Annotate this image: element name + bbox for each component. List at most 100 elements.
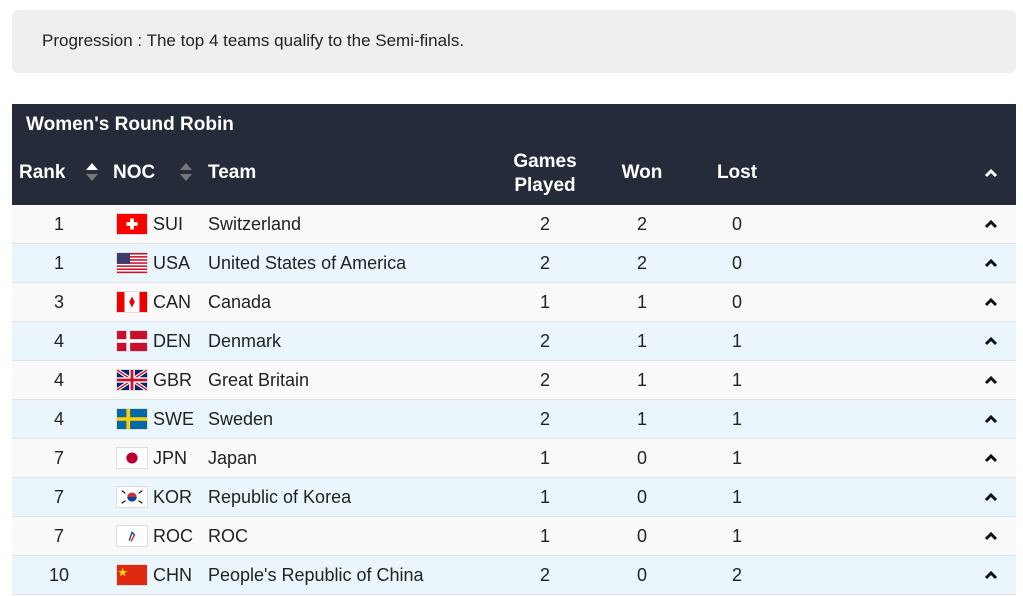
noc-code: CHN xyxy=(153,565,192,585)
expand-chevron-up-icon[interactable] xyxy=(984,258,998,268)
expand-chevron-up-icon[interactable] xyxy=(984,297,998,307)
rank: 4 xyxy=(53,409,64,429)
flag-sui-icon xyxy=(116,213,148,235)
flag-can-icon xyxy=(116,291,148,313)
won: 1 xyxy=(636,370,647,390)
rank: 7 xyxy=(53,526,64,546)
rank: 7 xyxy=(53,448,64,468)
rank: 7 xyxy=(53,487,64,507)
games-played: 2 xyxy=(539,253,550,273)
table-row[interactable]: 3 CAN Canada 1 1 0 xyxy=(12,283,1016,322)
table-row[interactable]: 10 CHN People's Republic of China 2 0 2 xyxy=(12,556,1016,595)
games-played: 2 xyxy=(539,409,550,429)
games-played: 1 xyxy=(539,526,550,546)
team-name: ROC xyxy=(208,526,248,546)
noc-code: SUI xyxy=(153,214,184,234)
progression-note: Progression : The top 4 teams qualify to… xyxy=(12,10,1016,73)
team-name: Canada xyxy=(208,292,272,312)
table-row[interactable]: 4 DEN Denmark 2 1 1 xyxy=(12,322,1016,361)
header-won: Won xyxy=(621,162,663,183)
table-row[interactable]: 1 SUI Switzerland 2 2 0 xyxy=(12,205,1016,244)
noc-code: CAN xyxy=(153,292,192,312)
team-name: United States of America xyxy=(208,253,407,273)
games-played: 1 xyxy=(539,292,550,312)
rank: 4 xyxy=(53,331,64,351)
won: 0 xyxy=(636,487,647,507)
won: 2 xyxy=(636,214,647,234)
standings-table: Women's Round Robin Rank NOC Team Games … xyxy=(12,104,1016,595)
table-header: Women's Round Robin Rank NOC Team Games … xyxy=(12,104,1016,205)
flag-gbr-icon xyxy=(116,369,148,391)
flag-jpn-icon xyxy=(116,447,148,469)
sort-icon[interactable] xyxy=(180,163,192,181)
won: 1 xyxy=(636,331,647,351)
lost: 0 xyxy=(731,214,742,234)
games-played: 2 xyxy=(539,331,550,351)
table-row[interactable]: 7 JPN Japan 1 0 1 xyxy=(12,439,1016,478)
expand-chevron-up-icon[interactable] xyxy=(984,219,998,229)
table-row[interactable]: 4 SWE Sweden 2 1 1 xyxy=(12,400,1016,439)
header-team: Team xyxy=(208,162,257,183)
noc-code: USA xyxy=(153,253,191,273)
team-name: People's Republic of China xyxy=(208,565,424,585)
rank: 1 xyxy=(53,253,64,273)
games-played: 2 xyxy=(539,565,550,585)
header-rank[interactable]: Rank xyxy=(19,162,66,183)
expand-chevron-up-icon[interactable] xyxy=(984,336,998,346)
rank: 4 xyxy=(53,370,64,390)
lost: 1 xyxy=(731,331,742,351)
expand-chevron-up-icon[interactable] xyxy=(984,570,998,580)
noc-code: ROC xyxy=(153,526,193,546)
lost: 1 xyxy=(731,526,742,546)
header-games-played: Games Played xyxy=(513,151,577,196)
won: 0 xyxy=(636,565,647,585)
lost: 1 xyxy=(731,448,742,468)
won: 2 xyxy=(636,253,647,273)
header-noc[interactable]: NOC xyxy=(113,162,156,183)
expand-chevron-up-icon[interactable] xyxy=(984,414,998,424)
team-name: Denmark xyxy=(208,331,282,351)
expand-chevron-up-icon[interactable] xyxy=(984,492,998,502)
noc-code: DEN xyxy=(153,331,192,351)
expand-chevron-up-icon[interactable] xyxy=(984,531,998,541)
expand-chevron-up-icon[interactable] xyxy=(984,375,998,385)
games-played: 1 xyxy=(539,487,550,507)
noc-code: SWE xyxy=(153,409,195,429)
team-name: Switzerland xyxy=(208,214,302,234)
lost: 1 xyxy=(731,487,742,507)
won: 0 xyxy=(636,526,647,546)
team-name: Great Britain xyxy=(208,370,310,390)
flag-chn-icon xyxy=(116,564,148,586)
team-name: Republic of Korea xyxy=(208,487,352,507)
table-title: Women's Round Robin xyxy=(26,114,234,135)
lost: 1 xyxy=(731,409,742,429)
sort-icon[interactable] xyxy=(86,163,98,181)
rank: 10 xyxy=(48,565,70,585)
collapse-chevron-up-icon[interactable] xyxy=(984,168,998,178)
rank: 1 xyxy=(53,214,64,234)
flag-usa-icon xyxy=(116,252,148,274)
won: 0 xyxy=(636,448,647,468)
rank: 3 xyxy=(53,292,64,312)
games-played: 2 xyxy=(539,370,550,390)
table-row[interactable]: 1 USA United States of America 2 2 0 xyxy=(12,244,1016,283)
games-played: 2 xyxy=(539,214,550,234)
team-name: Sweden xyxy=(208,409,274,429)
lost: 0 xyxy=(731,253,742,273)
lost: 1 xyxy=(731,370,742,390)
noc-code: GBR xyxy=(153,370,193,390)
team-name: Japan xyxy=(208,448,258,468)
flag-roc-icon xyxy=(116,525,148,547)
table-row[interactable]: 7 KOR Republic of Korea 1 0 1 xyxy=(12,478,1016,517)
flag-den-icon xyxy=(116,330,148,352)
flag-kor-icon xyxy=(116,486,148,508)
lost: 0 xyxy=(731,292,742,312)
table-row[interactable]: 7 ROC ROC 1 0 1 xyxy=(12,517,1016,556)
lost: 2 xyxy=(731,565,742,585)
games-played: 1 xyxy=(539,448,550,468)
table-row[interactable]: 4 GBR Great Britain 2 1 1 xyxy=(12,361,1016,400)
header-lost: Lost xyxy=(716,162,758,183)
won: 1 xyxy=(636,409,647,429)
expand-chevron-up-icon[interactable] xyxy=(984,453,998,463)
won: 1 xyxy=(636,292,647,312)
